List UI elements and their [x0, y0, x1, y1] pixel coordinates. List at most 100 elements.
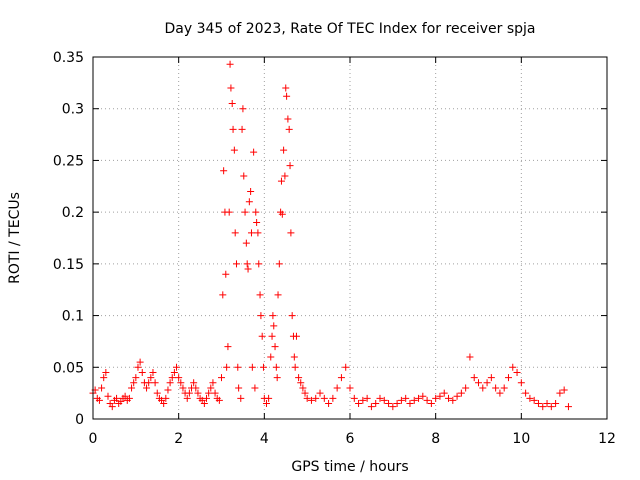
- data-point: [272, 363, 280, 371]
- data-point: [100, 374, 108, 382]
- data-point: [166, 379, 174, 387]
- data-point: [513, 368, 521, 376]
- data-point: [175, 374, 183, 382]
- data-point: [534, 399, 542, 407]
- data-point: [286, 162, 294, 170]
- data-point: [556, 389, 564, 397]
- data-point: [427, 399, 435, 407]
- data-point: [108, 403, 116, 411]
- data-point: [250, 148, 258, 156]
- data-point: [211, 389, 219, 397]
- data-point: [526, 394, 534, 402]
- data-point: [329, 394, 337, 402]
- data-point: [104, 392, 112, 400]
- data-point: [232, 260, 240, 268]
- data-point: [269, 312, 277, 320]
- data-point: [282, 84, 290, 92]
- data-point: [239, 105, 247, 113]
- data-point: [475, 379, 482, 387]
- data-point: [244, 265, 252, 273]
- data-point: [125, 394, 133, 402]
- data-point: [183, 394, 191, 402]
- data-point: [218, 374, 225, 382]
- data-point: [177, 379, 185, 387]
- data-point: [547, 403, 555, 411]
- data-point: [487, 374, 495, 382]
- data-point: [283, 92, 291, 100]
- data-point: [230, 146, 238, 154]
- data-point: [247, 229, 255, 237]
- data-point: [270, 322, 278, 330]
- data-point: [273, 374, 281, 382]
- data-point: [376, 394, 384, 402]
- data-point: [504, 374, 512, 382]
- data-point: [121, 392, 129, 400]
- data-point: [170, 368, 178, 376]
- y-tick-label: 0: [75, 412, 84, 428]
- data-point: [291, 363, 299, 371]
- data-point: [355, 399, 363, 407]
- data-point: [203, 394, 211, 402]
- data-point: [215, 396, 223, 404]
- data-point: [539, 403, 547, 411]
- data-point: [238, 125, 246, 133]
- data-point: [278, 210, 286, 218]
- data-point: [237, 394, 245, 402]
- data-point: [268, 332, 276, 340]
- data-point: [248, 363, 256, 371]
- data-point: [470, 374, 478, 382]
- y-axis-label: ROTI / TECUs: [7, 192, 23, 284]
- data-point: [346, 384, 354, 392]
- data-point: [462, 384, 470, 392]
- data-point: [173, 363, 181, 371]
- data-point: [162, 394, 170, 402]
- x-tick-labels: 0 2 4 6 8 10 12: [89, 431, 616, 447]
- data-point: [479, 384, 487, 392]
- data-point: [95, 396, 103, 404]
- data-point: [280, 146, 288, 154]
- data-point: [297, 379, 305, 387]
- y-tick-label: 0.25: [53, 153, 84, 169]
- data-point: [530, 396, 538, 404]
- data-point: [251, 384, 259, 392]
- data-point: [406, 399, 414, 407]
- data-point: [224, 343, 232, 351]
- x-tick-label: 2: [174, 431, 183, 447]
- data-point: [445, 394, 453, 402]
- data-point: [113, 394, 121, 402]
- x-axis-label: GPS time / hours: [291, 459, 408, 475]
- data-point: [385, 399, 393, 407]
- data-point: [316, 389, 324, 397]
- data-point: [380, 396, 388, 404]
- data-point: [301, 389, 309, 397]
- data-point: [359, 396, 367, 404]
- data-point: [350, 394, 358, 402]
- data-point: [522, 389, 530, 397]
- data-point: [143, 384, 151, 392]
- data-point: [225, 208, 233, 216]
- data-point: [226, 60, 234, 68]
- data-point: [492, 384, 500, 392]
- data-point: [231, 229, 239, 237]
- data-point: [287, 229, 295, 237]
- data-point: [275, 260, 283, 268]
- data-point: [560, 386, 568, 394]
- data-point: [259, 363, 267, 371]
- x-tick-label: 6: [346, 431, 355, 447]
- data-point: [247, 187, 255, 195]
- data-point: [190, 379, 198, 387]
- data-point: [342, 363, 350, 371]
- x-tick-label: 8: [431, 431, 440, 447]
- data-point: [337, 374, 345, 382]
- data-point: [254, 229, 262, 237]
- data-point: [234, 363, 242, 371]
- y-tick-labels: 0 0.05 0.1 0.15 0.2 0.25 0.3 0.35: [53, 50, 84, 428]
- grid-lines: [93, 57, 607, 419]
- data-point: [440, 389, 448, 397]
- data-point: [256, 291, 264, 299]
- data-point: [242, 239, 250, 247]
- data-point: [325, 399, 333, 407]
- data-point: [517, 379, 525, 387]
- data-point: [219, 291, 227, 299]
- data-point: [229, 125, 237, 133]
